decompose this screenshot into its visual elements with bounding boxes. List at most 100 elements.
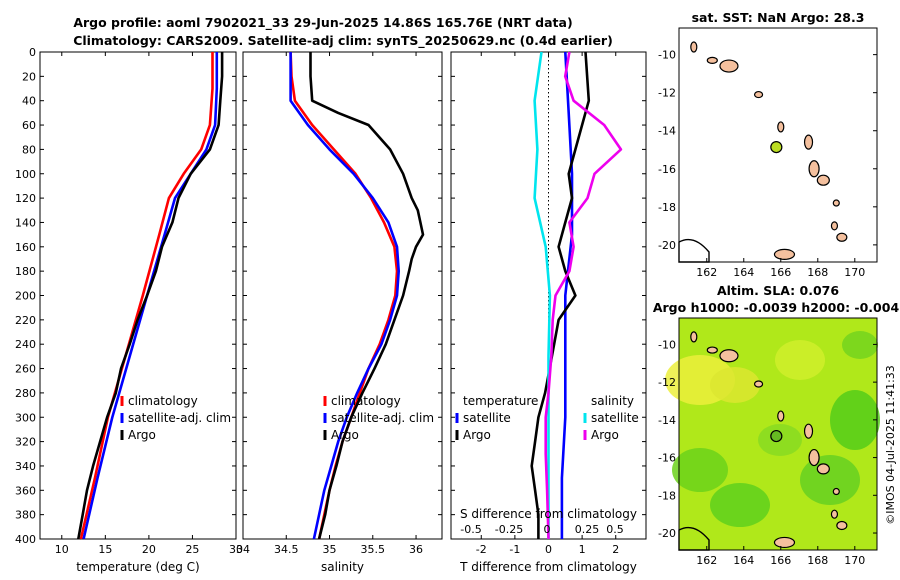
x-tick-label: 20 xyxy=(142,543,156,556)
map-y-tick-label: -18 xyxy=(658,489,676,502)
x-axis-label: T difference from climatology xyxy=(459,560,637,574)
legend-label: climatology xyxy=(128,394,198,408)
sla-field-patch xyxy=(710,367,760,403)
x-tick-label: 30 xyxy=(229,543,243,556)
coastline xyxy=(678,526,710,551)
y-tick-label: 20 xyxy=(22,70,36,83)
map-x-tick-label: 166 xyxy=(770,554,791,567)
island xyxy=(777,410,785,422)
series-line xyxy=(82,52,219,540)
island xyxy=(816,174,830,186)
y-tick-label: 80 xyxy=(22,143,36,156)
y-tick-label: 320 xyxy=(15,436,36,449)
map-x-tick-label: 164 xyxy=(733,554,754,567)
legend-label: Argo xyxy=(591,428,619,442)
map-y-tick-label: -12 xyxy=(658,376,676,389)
island xyxy=(808,448,820,467)
y-tick-label: 60 xyxy=(22,119,36,132)
island xyxy=(808,160,820,178)
x-tick-label: 35 xyxy=(323,543,337,556)
x-tick-label: 25 xyxy=(185,543,199,556)
sla-map-title: Altim. SLA: 0.076 xyxy=(717,283,839,298)
island xyxy=(719,349,739,363)
map-x-tick-label: 162 xyxy=(696,554,717,567)
top-axis-label: S difference from climatology xyxy=(460,507,637,521)
y-tick-label: 360 xyxy=(15,484,36,497)
x-tick-label: 1 xyxy=(579,543,586,556)
island xyxy=(830,509,839,519)
sla-field-patch xyxy=(672,448,728,492)
panel-temperature: 0 20 40 60 80 100 120 140 160 180 200 220 240 260 280 3… xyxy=(15,46,243,574)
top-tick-label: -0.5 xyxy=(460,523,481,536)
x-tick-label: 35.5 xyxy=(361,543,386,556)
x-tick-label: 15 xyxy=(98,543,112,556)
island xyxy=(753,380,764,388)
sst-map-title: sat. SST: NaN Argo: 28.3 xyxy=(692,10,865,25)
y-tick-label: 40 xyxy=(22,95,36,108)
legend-label: satellite-adj. clim xyxy=(128,411,231,425)
series-satellite-adj-clim xyxy=(289,52,401,540)
map-x-tick-label: 166 xyxy=(770,266,791,279)
sla-field-patch xyxy=(800,455,860,505)
map-x-tick-label: 170 xyxy=(844,266,865,279)
top-tick-label: -0.25 xyxy=(495,523,523,536)
series-argo xyxy=(77,52,224,540)
map-y-tick-label: -16 xyxy=(658,452,676,465)
axes-frame xyxy=(242,51,443,540)
sla-field-patch xyxy=(830,390,880,450)
sla-field-patch xyxy=(775,340,825,380)
legend-label: satellite xyxy=(463,411,511,425)
y-tick-label: 180 xyxy=(15,265,36,278)
y-tick-label: 340 xyxy=(15,460,36,473)
series-line xyxy=(530,51,591,539)
island xyxy=(832,487,840,496)
island xyxy=(773,248,796,260)
map-y-tick-label: -16 xyxy=(658,163,676,176)
legend-label: Argo xyxy=(128,428,156,442)
argo-position-marker xyxy=(770,140,783,154)
series-climatology xyxy=(79,52,214,540)
y-tick-label: 120 xyxy=(15,192,36,205)
panel-salinity: 34 34.5 35 35.5 36 salinity climatology satelli… xyxy=(236,51,443,574)
series-line xyxy=(79,52,214,540)
map-y-tick-label: -14 xyxy=(658,125,676,138)
island xyxy=(773,536,796,549)
map-frame xyxy=(678,27,878,263)
island xyxy=(816,463,830,475)
map-y-tick-label: -10 xyxy=(658,49,676,62)
top-tick-label: 0 xyxy=(544,523,551,536)
island xyxy=(690,331,698,343)
map-y-tick-label: -10 xyxy=(658,338,676,351)
sla-field-patch xyxy=(710,483,770,527)
watermark: ©IMOS 04-Jul-2025 11:41:33 xyxy=(884,365,897,525)
y-tick-label: 160 xyxy=(15,241,36,254)
x-tick-label: 36 xyxy=(409,543,423,556)
series-line xyxy=(309,52,425,540)
map-y-tick-label: -18 xyxy=(658,201,676,214)
y-tick-label: 380 xyxy=(15,509,36,522)
island xyxy=(803,134,814,150)
island xyxy=(836,520,848,531)
y-tick-label: 140 xyxy=(15,216,36,229)
legend-label: satellite xyxy=(591,411,639,425)
title-line-1: Argo profile: aoml 7902021_33 29-Jun-202… xyxy=(73,15,572,31)
map-x-tick-label: 168 xyxy=(807,554,828,567)
series-temperature-argo xyxy=(530,51,591,539)
legend-label: satellite-adj. clim xyxy=(331,411,434,425)
series-line xyxy=(77,52,224,540)
sla-field-patch xyxy=(842,331,878,359)
top-tick-label: 0.5 xyxy=(606,523,624,536)
x-tick-label: 0 xyxy=(545,543,552,556)
coastline xyxy=(678,238,710,263)
y-tick-label: 280 xyxy=(15,387,36,400)
island xyxy=(836,232,848,242)
y-tick-label: 260 xyxy=(15,363,36,376)
legend-label: temperature xyxy=(463,394,538,408)
y-tick-label: 220 xyxy=(15,314,36,327)
island xyxy=(706,346,718,354)
legend-label: Argo xyxy=(331,428,359,442)
island xyxy=(690,41,698,53)
x-axis-label: temperature (deg C) xyxy=(76,560,199,574)
sla-map-subtitle: Argo h1000: -0.0039 h2000: -0.004 xyxy=(653,300,900,315)
